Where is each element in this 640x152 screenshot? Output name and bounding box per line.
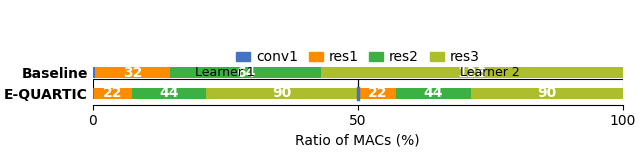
Bar	[470, 88, 623, 99]
Text: 32: 32	[123, 66, 142, 80]
Bar	[359, 88, 396, 99]
Bar	[95, 88, 132, 99]
Text: Learner 1: Learner 1	[195, 66, 255, 79]
Bar	[170, 67, 321, 78]
Text: 44: 44	[424, 86, 444, 100]
Bar	[132, 88, 206, 99]
Text: 22: 22	[368, 86, 388, 100]
Bar	[396, 88, 470, 99]
Text: Learner 2: Learner 2	[460, 66, 520, 79]
Text: 90: 90	[537, 86, 556, 100]
Legend: conv1, res1, res2, res3: conv1, res1, res2, res3	[231, 45, 484, 70]
Bar	[321, 67, 623, 78]
Bar	[93, 88, 95, 99]
Text: 90: 90	[272, 86, 291, 100]
Bar	[93, 67, 95, 78]
Text: 44: 44	[159, 86, 179, 100]
Bar	[358, 88, 359, 99]
Text: 22: 22	[103, 86, 123, 100]
X-axis label: Ratio of MACs (%): Ratio of MACs (%)	[296, 134, 420, 148]
Bar	[95, 67, 170, 78]
Text: 128: 128	[457, 66, 486, 80]
Bar	[206, 88, 358, 99]
Text: 64: 64	[236, 66, 255, 80]
